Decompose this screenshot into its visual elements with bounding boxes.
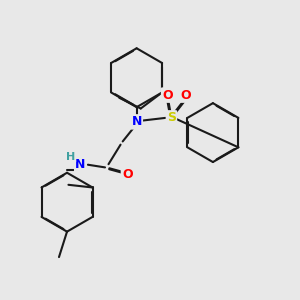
Text: O: O <box>162 88 173 102</box>
Text: S: S <box>167 111 176 124</box>
Text: O: O <box>122 168 133 181</box>
Text: O: O <box>181 88 191 102</box>
Text: H: H <box>66 152 76 162</box>
Text: N: N <box>131 116 142 128</box>
Text: N: N <box>75 158 85 171</box>
